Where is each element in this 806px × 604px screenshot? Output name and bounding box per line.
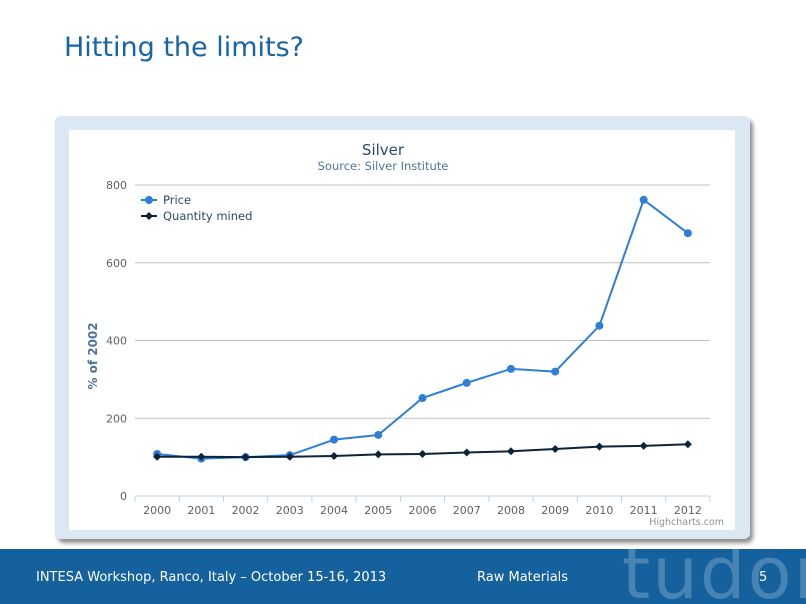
chart-title: Silver bbox=[362, 141, 405, 159]
data-point-quantity-mined[interactable] bbox=[595, 442, 604, 451]
data-point-price[interactable] bbox=[639, 195, 648, 204]
y-tick-label: 200 bbox=[106, 412, 127, 425]
data-point-quantity-mined[interactable] bbox=[197, 452, 206, 461]
series-line-price bbox=[157, 198, 689, 460]
y-tick-label: 800 bbox=[106, 179, 127, 192]
data-point-quantity-mined[interactable] bbox=[241, 453, 250, 462]
x-tick-label: 2010 bbox=[585, 504, 613, 517]
footer-topic: Raw Materials bbox=[477, 570, 569, 585]
x-tick-label: 2004 bbox=[320, 504, 348, 517]
data-point-price[interactable] bbox=[374, 430, 383, 439]
data-point-price[interactable] bbox=[506, 364, 515, 373]
credits-link[interactable]: Highcharts.com bbox=[649, 517, 724, 528]
x-tick-label: 2002 bbox=[232, 504, 260, 517]
y-tick-label: 400 bbox=[106, 335, 127, 348]
footer-logo-watermark: tudor bbox=[622, 549, 806, 604]
y-tick-label: 0 bbox=[120, 490, 127, 503]
data-point-quantity-mined[interactable] bbox=[551, 444, 560, 453]
x-tick-label: 2007 bbox=[453, 504, 481, 517]
data-point-quantity-mined[interactable] bbox=[153, 452, 162, 461]
legend-marker[interactable] bbox=[145, 212, 153, 220]
x-tick-label: 2005 bbox=[364, 504, 392, 517]
chart-frame: 0 200 400 600 800 2000 2001 2002 2003 2004 2005 200… bbox=[55, 116, 750, 539]
data-point-quantity-mined[interactable] bbox=[683, 440, 692, 449]
x-tick-label: 2001 bbox=[187, 504, 215, 517]
x-tick-label: 2012 bbox=[674, 504, 702, 517]
x-tick-label: 2011 bbox=[630, 504, 658, 517]
x-tick-label: 2000 bbox=[143, 504, 171, 517]
data-point-price[interactable] bbox=[462, 378, 471, 387]
footer-event: INTESA Workshop, Ranco, Italy – October … bbox=[36, 570, 387, 585]
legend-item-price[interactable]: Price bbox=[163, 193, 191, 207]
legend-marker[interactable] bbox=[145, 196, 153, 204]
footer-page-number: 5 bbox=[759, 570, 768, 585]
chart-subtitle: Source: Silver Institute bbox=[318, 159, 449, 173]
data-point-price[interactable] bbox=[551, 367, 560, 376]
y-axis-label: % of 2002 bbox=[86, 322, 100, 389]
data-point-quantity-mined[interactable] bbox=[418, 450, 427, 459]
slide-title: Hitting the limits? bbox=[64, 32, 304, 63]
data-point-quantity-mined[interactable] bbox=[374, 450, 383, 459]
data-point-price[interactable] bbox=[683, 229, 692, 238]
data-point-quantity-mined[interactable] bbox=[506, 447, 515, 456]
chart-container: 0 200 400 600 800 2000 2001 2002 2003 2004 2005 200… bbox=[69, 130, 735, 530]
y-tick-label: 600 bbox=[106, 257, 127, 270]
data-point-quantity-mined[interactable] bbox=[639, 441, 648, 450]
data-point-quantity-mined[interactable] bbox=[285, 452, 294, 461]
footer-bar: tudor INTESA Workshop, Ranco, Italy – Oc… bbox=[0, 549, 806, 604]
x-tick-label: 2008 bbox=[497, 504, 525, 517]
x-tick-label: 2009 bbox=[541, 504, 569, 517]
data-point-quantity-mined[interactable] bbox=[330, 451, 339, 460]
x-tick-label: 2006 bbox=[409, 504, 437, 517]
data-point-price[interactable] bbox=[595, 321, 604, 330]
x-tick-label: 2003 bbox=[276, 504, 304, 517]
data-point-quantity-mined[interactable] bbox=[462, 448, 471, 457]
data-point-price[interactable] bbox=[330, 435, 339, 444]
chart-svg: 0 200 400 600 800 2000 2001 2002 2003 2004 2005 200… bbox=[86, 141, 724, 528]
legend-item-quantity-mined[interactable]: Quantity mined bbox=[163, 209, 252, 223]
data-point-price[interactable] bbox=[418, 394, 427, 403]
